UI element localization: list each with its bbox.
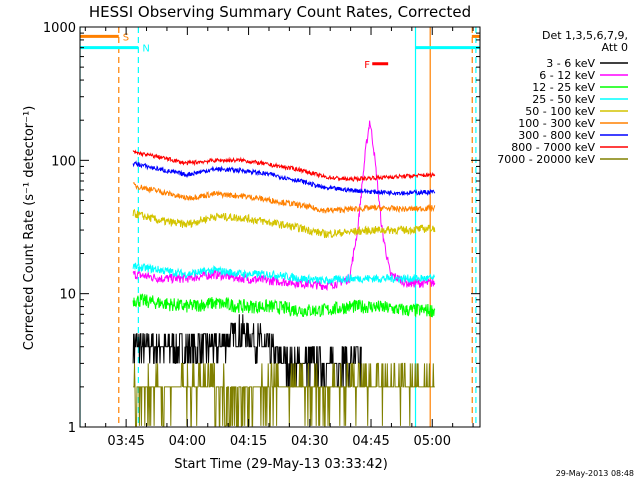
plot-frame: [79, 26, 481, 428]
y-tick-label-1: 10: [59, 288, 76, 303]
series-line-6: [132, 160, 436, 197]
axes: 1 10 100 1000 03:45 04:00 04:15 04:30 04:45 05:00: [43, 21, 481, 449]
x-tick-label-4: 04:45: [352, 434, 389, 449]
x-tick-label-2: 04:15: [230, 434, 267, 449]
flag-label-2: F: [364, 60, 370, 71]
plot-area: S N F: [80, 27, 480, 427]
series-line-0: [132, 314, 362, 388]
series-line-7: [132, 149, 436, 183]
legend-label-6: 300 - 800 keV: [518, 129, 595, 142]
series-line-1: [132, 120, 436, 292]
flag-label-0: S: [123, 32, 129, 43]
legend-label-7: 800 - 7000 keV: [511, 141, 595, 154]
x-tick-label-0: 03:45: [107, 434, 144, 449]
chart-title: HESSI Observing Summary Count Rates, Cor…: [89, 3, 471, 21]
data-layer: [80, 27, 477, 427]
y-tick-label-2: 100: [51, 154, 76, 169]
footer-timestamp: 29-May-2013 08:48: [556, 469, 634, 478]
y-axis-label: Corrected Count Rate (s⁻¹ detector⁻¹): [22, 106, 37, 351]
series-line-3: [132, 261, 435, 285]
series-line-8: [133, 362, 435, 427]
legend-label-4: 50 - 100 keV: [525, 105, 595, 118]
legend-label-2: 12 - 25 keV: [532, 81, 595, 94]
legend-header-2: Att 0: [602, 41, 628, 54]
x-tick-label-1: 04:00: [169, 434, 206, 449]
series-line-2: [132, 293, 436, 318]
legend-label-0: 3 - 6 keV: [546, 57, 595, 70]
legend-label-5: 100 - 300 keV: [518, 117, 595, 130]
x-tick-label-5: 05:00: [414, 434, 451, 449]
flag-label-1: N: [142, 44, 149, 55]
series-line-5: [132, 181, 436, 215]
y-tick-label-3: 1000: [43, 21, 76, 36]
y-tick-label-0: 1: [68, 421, 76, 436]
legend-header-1: Det 1,3,5,6,7,9,: [542, 29, 628, 42]
legend-label-8: 7000 - 20000 keV: [497, 153, 595, 166]
x-axis-label: Start Time (29-May-13 03:33:42): [174, 457, 388, 472]
x-tick-label-3: 04:30: [291, 434, 328, 449]
legend-label-3: 25 - 50 keV: [532, 93, 595, 106]
series-line-4: [132, 208, 436, 239]
legend-label-1: 6 - 12 keV: [539, 69, 595, 82]
